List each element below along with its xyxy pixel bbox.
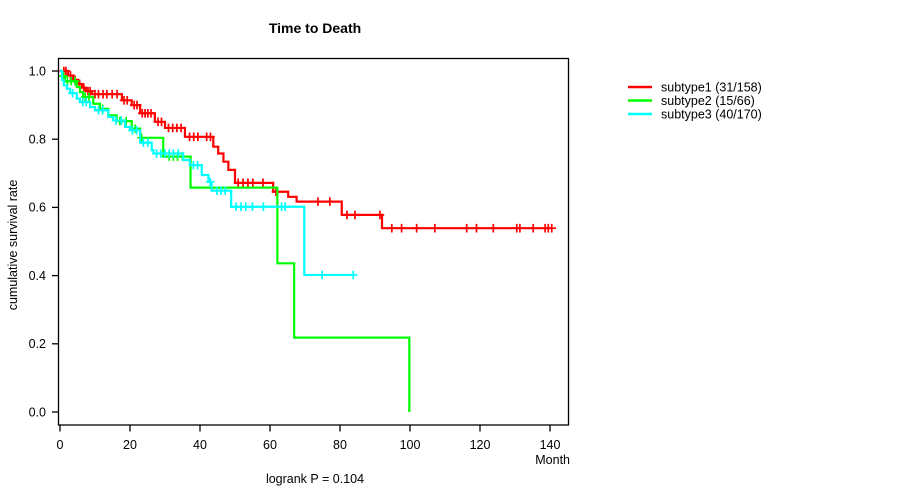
legend-item-subtype3: subtype3 (40/170)	[628, 108, 762, 122]
y-axis-label: cumulative survival rate	[6, 180, 20, 311]
km-curve-subtype3	[60, 69, 354, 277]
y-tick-label: 0.8	[29, 133, 46, 147]
km-curve-subtype1	[60, 69, 552, 230]
y-tick-label: 0.4	[29, 269, 46, 283]
legend-label-subtype3: subtype3 (40/170)	[661, 108, 762, 122]
legend-item-subtype1: subtype1 (31/158)	[628, 81, 762, 95]
y-tick-label: 1.0	[29, 64, 46, 78]
legend-label-subtype1: subtype1 (31/158)	[661, 81, 762, 95]
x-tick-label: 0	[57, 438, 64, 452]
legend-item-subtype2: subtype2 (15/66)	[628, 94, 755, 108]
x-axis-label: Month	[535, 453, 570, 467]
x-axis: 0 20 40 60 80 100 120 140	[57, 425, 561, 452]
y-axis: 1.0 0.8 0.6 0.4 0.2 0.0	[29, 64, 59, 419]
x-tick-label: 100	[400, 438, 421, 452]
censor-marks-subtype2	[59, 71, 187, 161]
logrank-annotation: logrank P = 0.104	[266, 472, 364, 486]
censor-marks-subtype3	[68, 88, 358, 280]
x-tick-label: 60	[263, 438, 277, 452]
x-tick-label: 80	[333, 438, 347, 452]
y-tick-label: 0.6	[29, 201, 46, 215]
x-tick-label: 20	[123, 438, 137, 452]
plot-frame	[57, 57, 570, 426]
censor-marks-subtype1	[59, 66, 557, 233]
chart-title: Time to Death	[269, 20, 361, 36]
y-tick-label: 0.2	[29, 337, 46, 351]
legend: subtype1 (31/158) subtype2 (15/66) subty…	[628, 81, 762, 122]
survival-curves	[59, 66, 557, 412]
legend-label-subtype2: subtype2 (15/66)	[661, 94, 755, 108]
x-tick-label: 140	[540, 438, 561, 452]
y-tick-label: 0.0	[29, 405, 46, 419]
x-tick-label: 120	[470, 438, 491, 452]
km-curve-subtype2	[60, 69, 411, 412]
x-tick-label: 40	[193, 438, 207, 452]
